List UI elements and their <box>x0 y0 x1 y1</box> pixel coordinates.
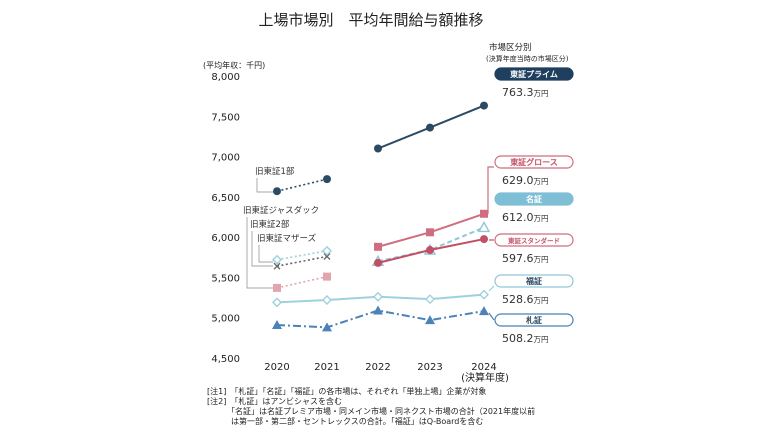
former-market-label: 旧東証2部 <box>250 219 290 230</box>
data-point <box>426 123 434 132</box>
x-tick-label: 2021 <box>314 362 339 373</box>
series-lines <box>272 101 491 332</box>
footnote-line: [注1] 「札証」「名証」「福証」の各市場は、それぞれ「単独上場」企業が対象 <box>207 386 486 396</box>
data-point <box>322 294 332 305</box>
former-series-line <box>276 275 328 289</box>
legend-badge-label: 東証プライム <box>510 69 558 79</box>
former-market-label: 旧東証ジャスダック <box>243 205 319 216</box>
legend-subtitle: (決算年度当時の市場区分) <box>486 54 569 63</box>
series-line <box>377 226 485 263</box>
legend-badge-label: 東証スタンダード <box>508 236 560 245</box>
leader-line <box>251 231 273 267</box>
footnote-line: は第一部・第二部・セントレックスの合計。「福証」はQ-Boardを含む <box>207 416 483 426</box>
legend-connector <box>488 312 495 321</box>
y-axis: 4,500 5,000 5,500 6,000 6,500 7,000 7,500 8,000 <box>211 72 240 365</box>
legend-badge-label: 福証 <box>525 276 542 286</box>
legend-badge-label: 札証 <box>525 315 542 325</box>
footnote-line: 「名証」は名証プレミア市場・同メイン市場・同ネクスト市場の合計（2021年度以前 <box>207 406 535 416</box>
data-point <box>480 101 488 110</box>
data-point <box>425 315 435 325</box>
data-point <box>479 289 489 300</box>
data-point <box>374 258 382 267</box>
y-tick-label: 5,000 <box>211 314 240 325</box>
data-point <box>272 319 282 329</box>
data-point <box>373 291 383 302</box>
former-market-label: 旧東証1部 <box>255 166 295 177</box>
x-tick-label: 2020 <box>264 362 289 373</box>
former-series-line <box>276 255 328 267</box>
data-point <box>374 242 382 251</box>
legend-title: 市場区分別 <box>489 42 532 53</box>
chart-title: 上場市場別 平均年間給与額推移 <box>258 11 483 29</box>
data-point <box>273 187 281 196</box>
former-series-line <box>276 250 328 261</box>
legend-badge <box>494 67 574 81</box>
data-point <box>426 228 434 237</box>
data-point <box>426 246 434 255</box>
data-point <box>272 254 282 265</box>
leader-line <box>258 245 273 263</box>
leader-line <box>256 178 273 193</box>
y-tick-label: 5,500 <box>211 273 240 284</box>
data-point <box>425 294 435 305</box>
legend-badge <box>494 233 574 247</box>
legend-badge-label: 東証グロース <box>510 157 558 167</box>
data-point <box>479 306 489 316</box>
footnote-line: [注2] 「札証」はアンビシャスを含む <box>207 396 342 406</box>
legend-badge <box>494 155 574 169</box>
series-value-label: 508.2万円 <box>502 332 549 345</box>
y-tick-label: 7,000 <box>211 153 240 164</box>
series-value-label: 763.3万円 <box>502 86 549 99</box>
data-point <box>480 209 488 218</box>
series-value-label: 629.0万円 <box>502 174 549 187</box>
data-point <box>322 322 332 332</box>
data-point <box>323 253 331 260</box>
data-point <box>480 235 488 244</box>
x-axis-sublabel: (決算年度) <box>461 371 509 384</box>
y-tick-label: 6,000 <box>211 233 240 244</box>
y-axis-label: (平均年収：千円) <box>203 60 265 70</box>
data-point <box>477 221 491 233</box>
y-tick-label: 6,500 <box>211 193 240 204</box>
footnotes: [注1] 「札証」「名証」「福証」の各市場は、それぞれ「単独上場」企業が対象[注… <box>207 386 535 426</box>
series-value-label: 528.6万円 <box>502 293 549 306</box>
former-market-label: 旧東証マザーズ <box>257 233 317 244</box>
legend-badge <box>494 274 574 288</box>
y-tick-label: 7,500 <box>211 112 240 123</box>
leader-line <box>246 217 273 289</box>
data-point <box>322 245 332 256</box>
series-value-label: 597.6万円 <box>502 252 549 265</box>
data-point <box>273 262 281 270</box>
data-point <box>373 305 383 315</box>
y-tick-label: 4,500 <box>211 354 240 365</box>
legend-connector <box>487 166 494 214</box>
data-point <box>273 283 281 292</box>
former-series-line <box>276 178 328 192</box>
x-axis: 2020 2021 2022 2023 2024 <box>264 362 496 373</box>
data-point <box>374 144 382 153</box>
legend-connector <box>488 285 495 292</box>
data-point <box>323 272 331 281</box>
legend-badge <box>494 313 574 327</box>
x-tick-label: 2024 <box>471 362 496 373</box>
y-tick-label: 8,000 <box>211 72 240 83</box>
legend-badge-label: 名証 <box>526 194 542 204</box>
x-tick-label: 2023 <box>417 362 442 373</box>
series-value-label: 612.0万円 <box>502 211 549 224</box>
data-point <box>323 175 331 184</box>
legend-badge <box>494 192 574 206</box>
x-tick-label: 2022 <box>365 362 390 373</box>
data-point <box>272 297 282 308</box>
